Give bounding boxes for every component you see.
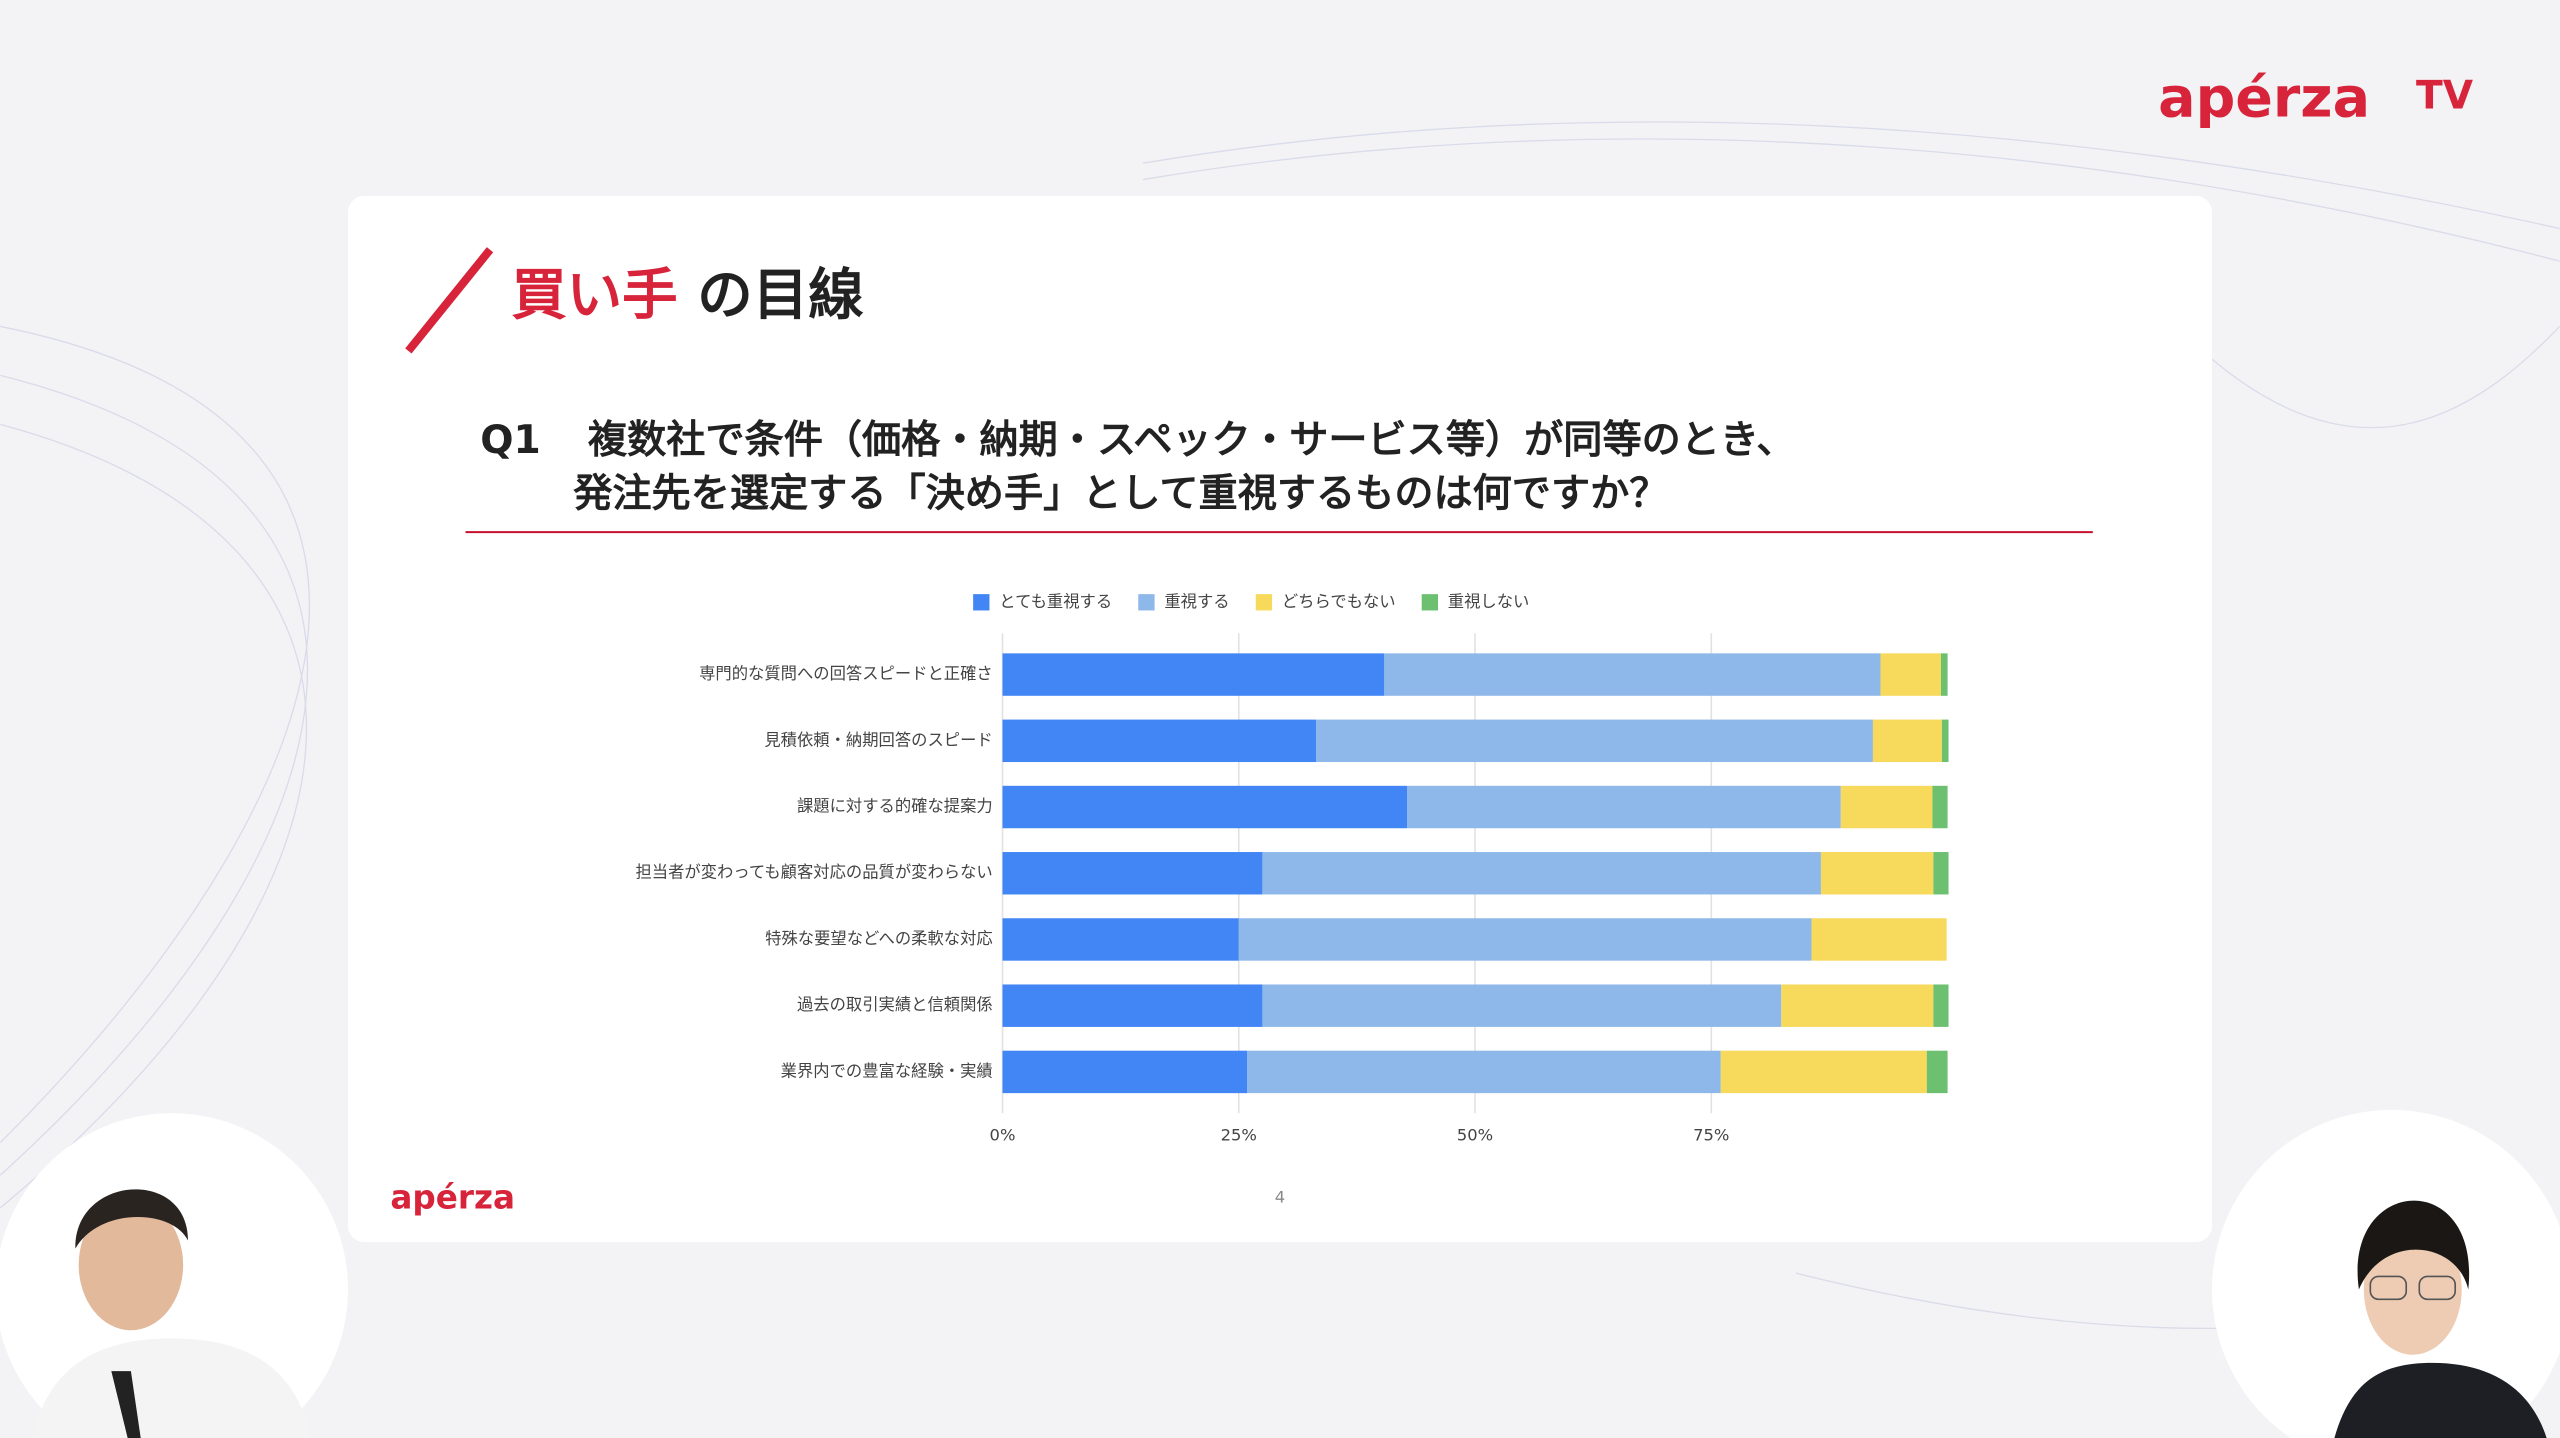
legend-label: 重視しない xyxy=(1448,592,1530,611)
slide-title-accent: 買い手 xyxy=(511,263,677,328)
bar-segment xyxy=(1407,785,1841,829)
bar-segment xyxy=(1316,719,1873,763)
bar-segment xyxy=(1002,653,1385,696)
x-tick-label: 25% xyxy=(1221,1126,1257,1145)
bar-segment xyxy=(1932,785,1948,829)
chart: 0% 25% 50% 75% 専門的な質問への回答スピードと正確さ見積依頼・納期回答のス… xyxy=(635,592,1949,1145)
page-number: 4 xyxy=(1275,1188,1285,1207)
bar-segment xyxy=(1820,852,1934,895)
bar-segment xyxy=(1880,653,1941,696)
bar-segment xyxy=(1002,984,1263,1027)
slide-card xyxy=(347,195,2213,1243)
legend-swatch xyxy=(1138,594,1155,611)
bar-segment xyxy=(1781,984,1934,1027)
bar-segment xyxy=(1002,719,1317,763)
question-text: 複数社で条件（価格・納期・スペック・サービス等）が同等のとき、 xyxy=(588,418,1796,463)
bar-segment xyxy=(1933,984,1949,1027)
y-tick-label: 過去の取引実績と信頼関係 xyxy=(797,995,993,1014)
x-tick-label: 50% xyxy=(1457,1126,1493,1145)
legend-swatch xyxy=(1255,594,1273,611)
bar-segment xyxy=(1940,653,1948,696)
bar-segment xyxy=(1262,852,1821,895)
presenter-left xyxy=(0,1113,348,1438)
legend-swatch xyxy=(973,594,990,611)
bar-segment xyxy=(1933,852,1949,895)
bar-segment xyxy=(1941,719,1949,763)
bar-segment xyxy=(1926,1050,1948,1094)
x-tick-label: 0% xyxy=(990,1126,1016,1145)
title-slash xyxy=(405,247,494,354)
legend-label: とても重視する xyxy=(999,592,1112,611)
brand-logo-suffix: TV xyxy=(2416,73,2474,118)
bar-segment xyxy=(1840,785,1933,829)
legend-swatch xyxy=(1421,594,1439,611)
question-text: 発注先を選定する「決め手」として重視するものは何ですか？ xyxy=(573,472,1668,517)
bar-segment xyxy=(1872,719,1942,763)
bar-segment xyxy=(1384,653,1881,696)
brand-logo: apérza xyxy=(2158,65,2370,130)
y-tick-label: 特殊な要望などへの柔軟な対応 xyxy=(765,929,993,948)
bar-segment xyxy=(1238,918,1812,961)
bar-segment xyxy=(1002,785,1408,829)
y-tick-label: 業界内での豊富な経験・実績 xyxy=(781,1061,993,1080)
bar-segment xyxy=(1720,1050,1927,1094)
bar-segment xyxy=(1002,1050,1248,1094)
y-tick-label: 担当者が変わっても顧客対応の品質が変わらない xyxy=(635,863,992,882)
y-tick-label: 見積依頼・納期回答のスピード xyxy=(764,730,992,749)
bar-segment xyxy=(1247,1050,1721,1094)
bar-segment xyxy=(1002,852,1263,895)
slide-title: の目線 xyxy=(697,263,863,328)
bar-segment xyxy=(1002,918,1239,961)
presenter-right xyxy=(2212,1109,2560,1438)
y-tick-label: 課題に対する的確な提案力 xyxy=(797,797,993,816)
bar-segment xyxy=(1262,984,1782,1027)
question-number: Q1 xyxy=(480,418,541,463)
y-tick-label: 専門的な質問への回答スピードと正確さ xyxy=(699,664,993,683)
x-tick-label: 75% xyxy=(1693,1126,1729,1145)
legend-label: 重視する xyxy=(1164,592,1229,611)
bar-segment xyxy=(1811,918,1947,961)
legend-label: どちらでもない xyxy=(1282,592,1396,611)
footer-logo: apérza xyxy=(390,1179,515,1217)
